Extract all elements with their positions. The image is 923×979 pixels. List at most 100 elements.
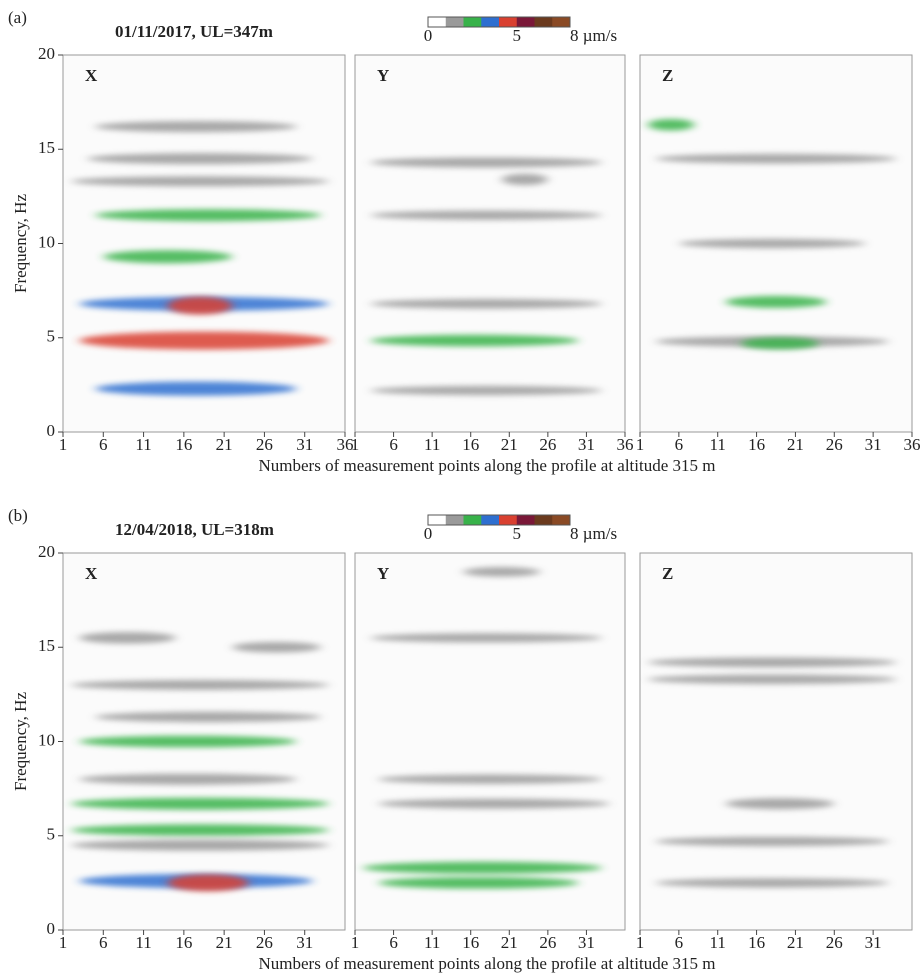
x-tick-label: 26 (826, 435, 843, 454)
hotspot (79, 773, 297, 785)
hotspot (725, 798, 835, 810)
colorbar-cell (516, 17, 535, 27)
y-tick-label: 10 (38, 232, 55, 251)
x-tick-label: 36 (617, 435, 634, 454)
x-tick-label: 16 (175, 933, 192, 952)
y-tick-label: 10 (38, 730, 55, 749)
colorbar-cell (552, 17, 571, 27)
figure-label: (a) (8, 8, 27, 27)
hotspot (378, 774, 602, 784)
x-tick-label: 11 (424, 933, 440, 952)
x-tick-label: 11 (135, 435, 151, 454)
hotspot (71, 680, 329, 690)
panel-frame (354, 54, 626, 433)
colorbar-tick-label: 8 µm/s (570, 524, 617, 543)
x-tick-label: 26 (256, 435, 273, 454)
y-tick-label: 20 (38, 542, 55, 561)
hotspot (370, 385, 602, 396)
x-tick-label: 11 (135, 933, 151, 952)
x-axis-label: Numbers of measurement points along the … (259, 954, 716, 973)
x-tick-label: 31 (296, 933, 313, 952)
hotspot (370, 334, 579, 347)
hotspot (95, 711, 321, 723)
heatmap (71, 121, 329, 396)
hotspot (95, 121, 297, 133)
x-tick-label: 16 (175, 435, 192, 454)
panel-name: X (85, 564, 98, 583)
colorbar-cell (445, 17, 464, 27)
hotspot (647, 118, 695, 131)
x-tick-label: 36 (337, 435, 354, 454)
hotspot (95, 209, 321, 222)
colorbar-frame (427, 514, 571, 526)
y-tick-label: 20 (38, 44, 55, 63)
x-tick-label: 6 (99, 435, 108, 454)
x-tick-label: 16 (462, 933, 479, 952)
x-tick-label: 21 (787, 435, 804, 454)
x-tick-label: 11 (710, 933, 726, 952)
hotspot (647, 674, 897, 684)
colorbar-cell (499, 515, 518, 525)
hotspot (655, 836, 889, 847)
colorbar-cell (463, 515, 482, 525)
colorbar-tick-label: 8 µm/s (570, 26, 617, 45)
hotspot (79, 632, 176, 644)
panel-name: Z (662, 66, 673, 85)
colorbar-cell (481, 515, 500, 525)
hotspot (95, 381, 297, 396)
y-tick-label: 15 (38, 138, 55, 157)
hotspot (71, 839, 329, 851)
hotspot (79, 735, 297, 748)
hotspot (370, 633, 602, 643)
hotspot (741, 337, 819, 350)
colorbar-cell (516, 515, 535, 525)
colorbar-tick-label: 5 (513, 524, 522, 543)
x-tick-label: 11 (424, 435, 440, 454)
heatmap (647, 118, 897, 350)
colorbar-cell (445, 515, 464, 525)
x-tick-label: 21 (501, 435, 518, 454)
panel-name: Z (662, 564, 673, 583)
colorbar-cell (534, 17, 553, 27)
heatmap (370, 157, 602, 396)
colorbar-cell (552, 515, 571, 525)
colorbar-cell (534, 515, 553, 525)
panel-name: X (85, 66, 98, 85)
hotspot (87, 153, 313, 165)
hotspot (362, 861, 602, 874)
heatmap (647, 657, 897, 888)
hotspot (655, 153, 897, 164)
x-tick-label: 31 (578, 435, 595, 454)
hotspot (370, 299, 602, 309)
hotspot (232, 641, 321, 653)
y-tick-label: 0 (47, 919, 56, 938)
y-tick-label: 15 (38, 636, 55, 655)
panel-frame (62, 54, 346, 433)
hotspot (103, 250, 233, 264)
x-tick-label: 36 (904, 435, 921, 454)
x-tick-label: 16 (748, 933, 765, 952)
x-tick-label: 26 (539, 933, 556, 952)
colorbar-cell (499, 17, 518, 27)
x-tick-label: 6 (389, 435, 398, 454)
hotspot (725, 295, 827, 308)
hotspot (463, 567, 541, 577)
x-tick-label: 1 (59, 435, 68, 454)
hotspot (647, 657, 897, 668)
colorbar-cell (428, 515, 447, 525)
x-tick-label: 1 (351, 435, 360, 454)
x-tick-label: 31 (296, 435, 313, 454)
figure-label: (b) (8, 506, 28, 525)
x-tick-label: 26 (826, 933, 843, 952)
y-tick-label: 0 (47, 421, 56, 440)
x-tick-label: 6 (389, 933, 398, 952)
x-tick-label: 26 (539, 435, 556, 454)
hotspot (71, 824, 329, 836)
figure-title: 01/11/2017, UL=347m (115, 22, 273, 41)
hotspot (378, 877, 579, 889)
x-tick-label: 21 (216, 933, 233, 952)
hotspot (79, 331, 329, 350)
x-tick-label: 31 (865, 933, 882, 952)
x-tick-label: 16 (462, 435, 479, 454)
panel-name: Y (377, 564, 389, 583)
